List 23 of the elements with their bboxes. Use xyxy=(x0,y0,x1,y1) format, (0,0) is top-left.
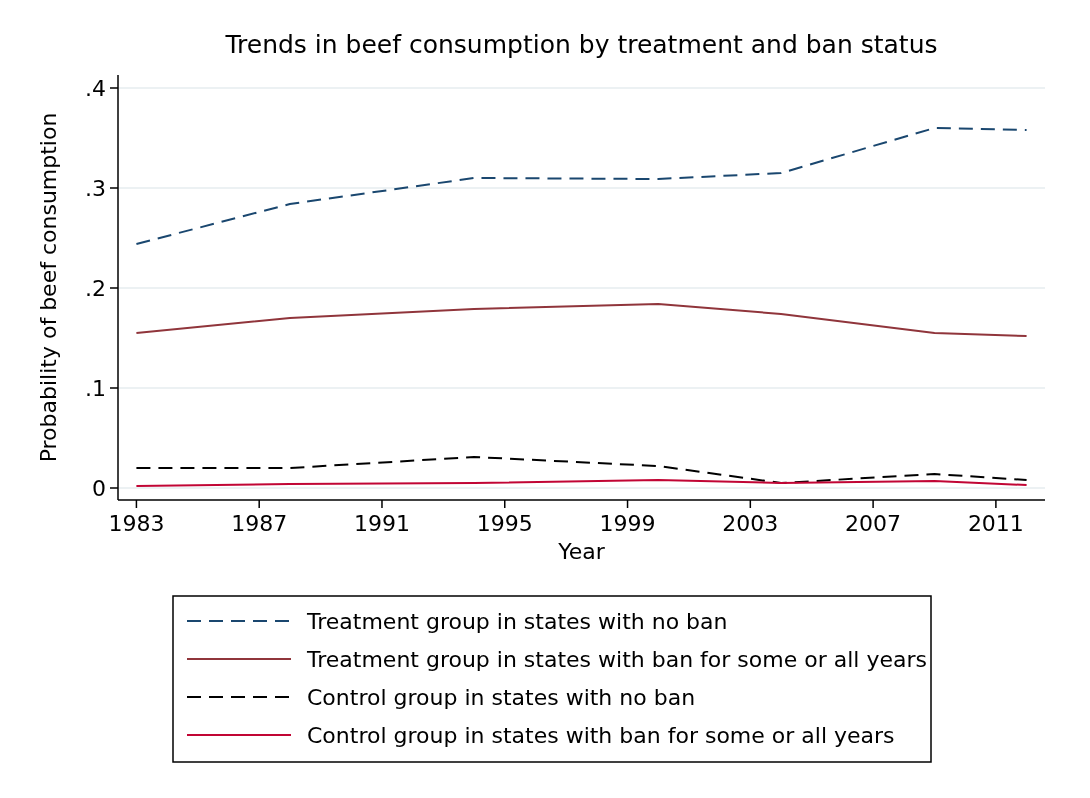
y-tick-label: 0 xyxy=(92,475,106,501)
x-axis-title: Year xyxy=(557,539,606,564)
legend-label: Control group in states with no ban xyxy=(307,684,696,710)
y-tick-label: .4 xyxy=(85,75,106,101)
y-tick-label: .3 xyxy=(85,175,106,201)
x-tick-label: 1987 xyxy=(231,511,288,536)
y-tick-label: .2 xyxy=(85,275,106,301)
legend-label: Treatment group in states with ban for some or all years xyxy=(306,646,927,672)
x-tick-label: 2007 xyxy=(845,511,902,536)
x-tick-label: 1995 xyxy=(476,511,533,536)
chart-title: Trends in beef consumption by treatment and ban status xyxy=(224,30,938,59)
line-series xyxy=(135,303,1028,337)
legend-label: Control group in states with ban for some or all years xyxy=(307,722,895,748)
y-tick-label: .1 xyxy=(85,375,106,401)
x-tick-label: 1999 xyxy=(599,511,656,536)
x-tick-label: 2003 xyxy=(722,511,779,536)
x-tick-label: 1983 xyxy=(108,511,165,536)
y-axis-title: Probability of beef consumption xyxy=(36,112,61,463)
x-tick-label: 2011 xyxy=(967,511,1024,536)
line-series xyxy=(135,127,1028,245)
x-tick-label: 1991 xyxy=(353,511,410,536)
line-series xyxy=(135,456,1028,484)
legend-label: Treatment group in states with no ban xyxy=(306,608,728,634)
